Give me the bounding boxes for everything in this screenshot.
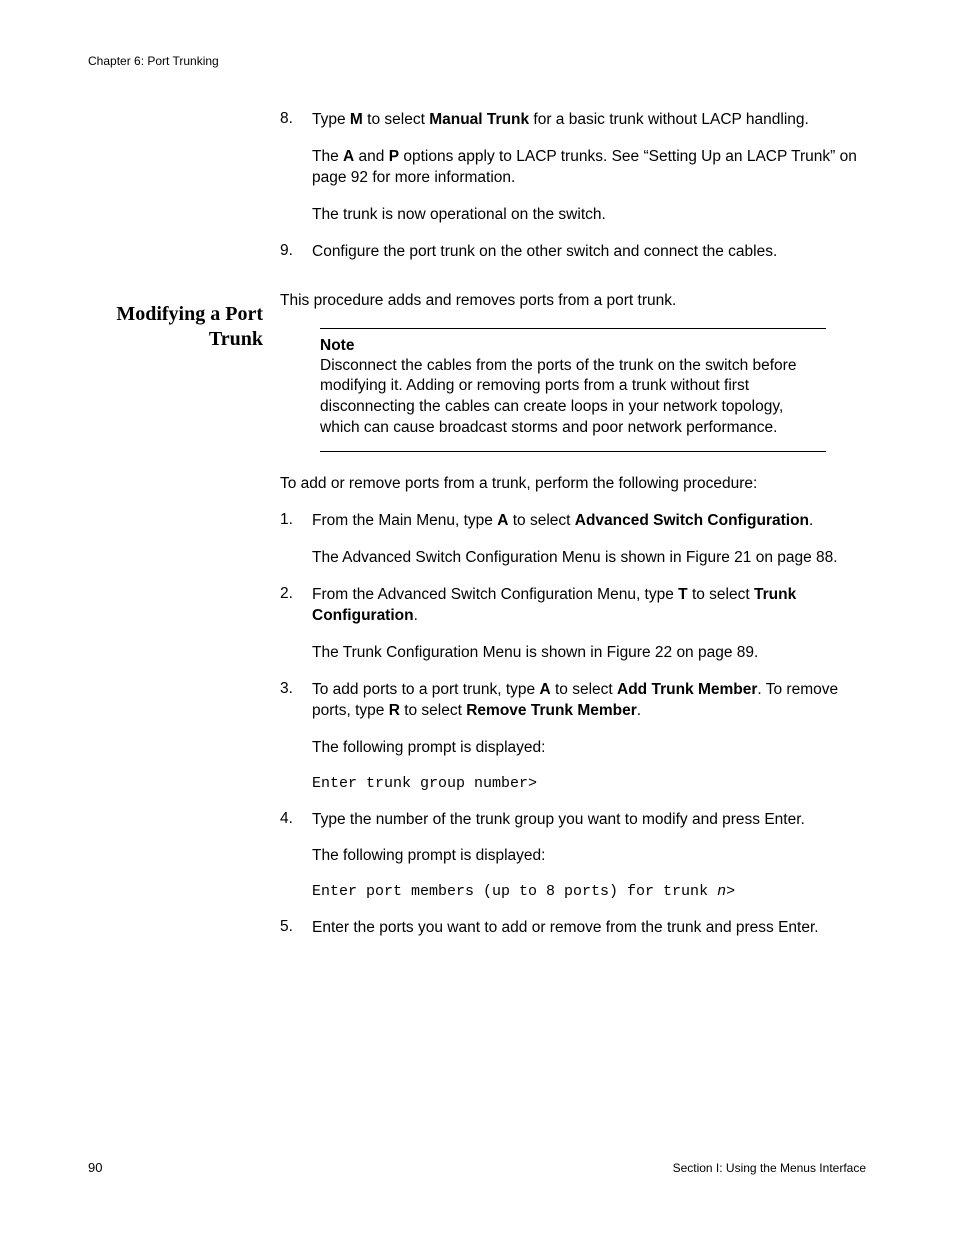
mod-intro: This procedure adds and removes ports fr… — [280, 291, 866, 312]
section-footer: Section I: Using the Menus Interface — [673, 1161, 866, 1175]
note-box: Note Disconnect the cables from the port… — [320, 328, 826, 453]
step-9: 9. Configure the port trunk on the other… — [280, 242, 866, 263]
step-number: 8. — [280, 110, 312, 131]
code-var: n — [717, 883, 726, 900]
mod-step-3-code: Enter trunk group number> — [312, 775, 866, 792]
step-8: 8. Type M to select Manual Trunk for a b… — [280, 110, 866, 131]
step-body: From the Main Menu, type A to select Adv… — [312, 511, 866, 532]
mod-step-4: 4. Type the number of the trunk group yo… — [280, 810, 866, 831]
step-body: To add ports to a port trunk, type A to … — [312, 680, 866, 722]
code-post: > — [726, 883, 735, 900]
mod-lead: To add or remove ports from a trunk, per… — [280, 474, 866, 495]
mod-step-4-code: Enter port members (up to 8 ports) for t… — [312, 883, 866, 900]
step-body: Enter the ports you want to add or remov… — [312, 918, 866, 939]
step-number: 9. — [280, 242, 312, 263]
step-8-para-3: The trunk is now operational on the swit… — [312, 205, 866, 226]
step-8-para-2: The A and P options apply to LACP trunks… — [312, 147, 866, 189]
section-heading-modifying: Modifying a Port Trunk — [88, 302, 263, 352]
step-number: 3. — [280, 680, 312, 722]
mod-step-5: 5. Enter the ports you want to add or re… — [280, 918, 866, 939]
content-column: 8. Type M to select Manual Trunk for a b… — [280, 110, 866, 955]
mod-step-2-p2: The Trunk Configuration Menu is shown in… — [312, 643, 866, 664]
note-title: Note — [320, 337, 826, 355]
mod-step-2: 2. From the Advanced Switch Configuratio… — [280, 585, 866, 627]
code-pre: Enter port members (up to 8 ports) for t… — [312, 883, 717, 900]
mod-step-1-p2: The Advanced Switch Configuration Menu i… — [312, 548, 866, 569]
chapter-header: Chapter 6: Port Trunking — [88, 54, 219, 68]
mod-step-1: 1. From the Main Menu, type A to select … — [280, 511, 866, 532]
step-number: 2. — [280, 585, 312, 627]
step-body: Type M to select Manual Trunk for a basi… — [312, 110, 866, 131]
note-body: Disconnect the cables from the ports of … — [320, 356, 826, 440]
step-number: 1. — [280, 511, 312, 532]
step-number: 4. — [280, 810, 312, 831]
mod-step-3-p2: The following prompt is displayed: — [312, 738, 866, 759]
page-number: 90 — [88, 1160, 102, 1175]
mod-step-4-p2: The following prompt is displayed: — [312, 846, 866, 867]
mod-step-3: 3. To add ports to a port trunk, type A … — [280, 680, 866, 722]
step-number: 5. — [280, 918, 312, 939]
page: Chapter 6: Port Trunking Modifying a Por… — [0, 0, 954, 1235]
step-body: Configure the port trunk on the other sw… — [312, 242, 866, 263]
step-body: Type the number of the trunk group you w… — [312, 810, 866, 831]
step-body: From the Advanced Switch Configuration M… — [312, 585, 866, 627]
